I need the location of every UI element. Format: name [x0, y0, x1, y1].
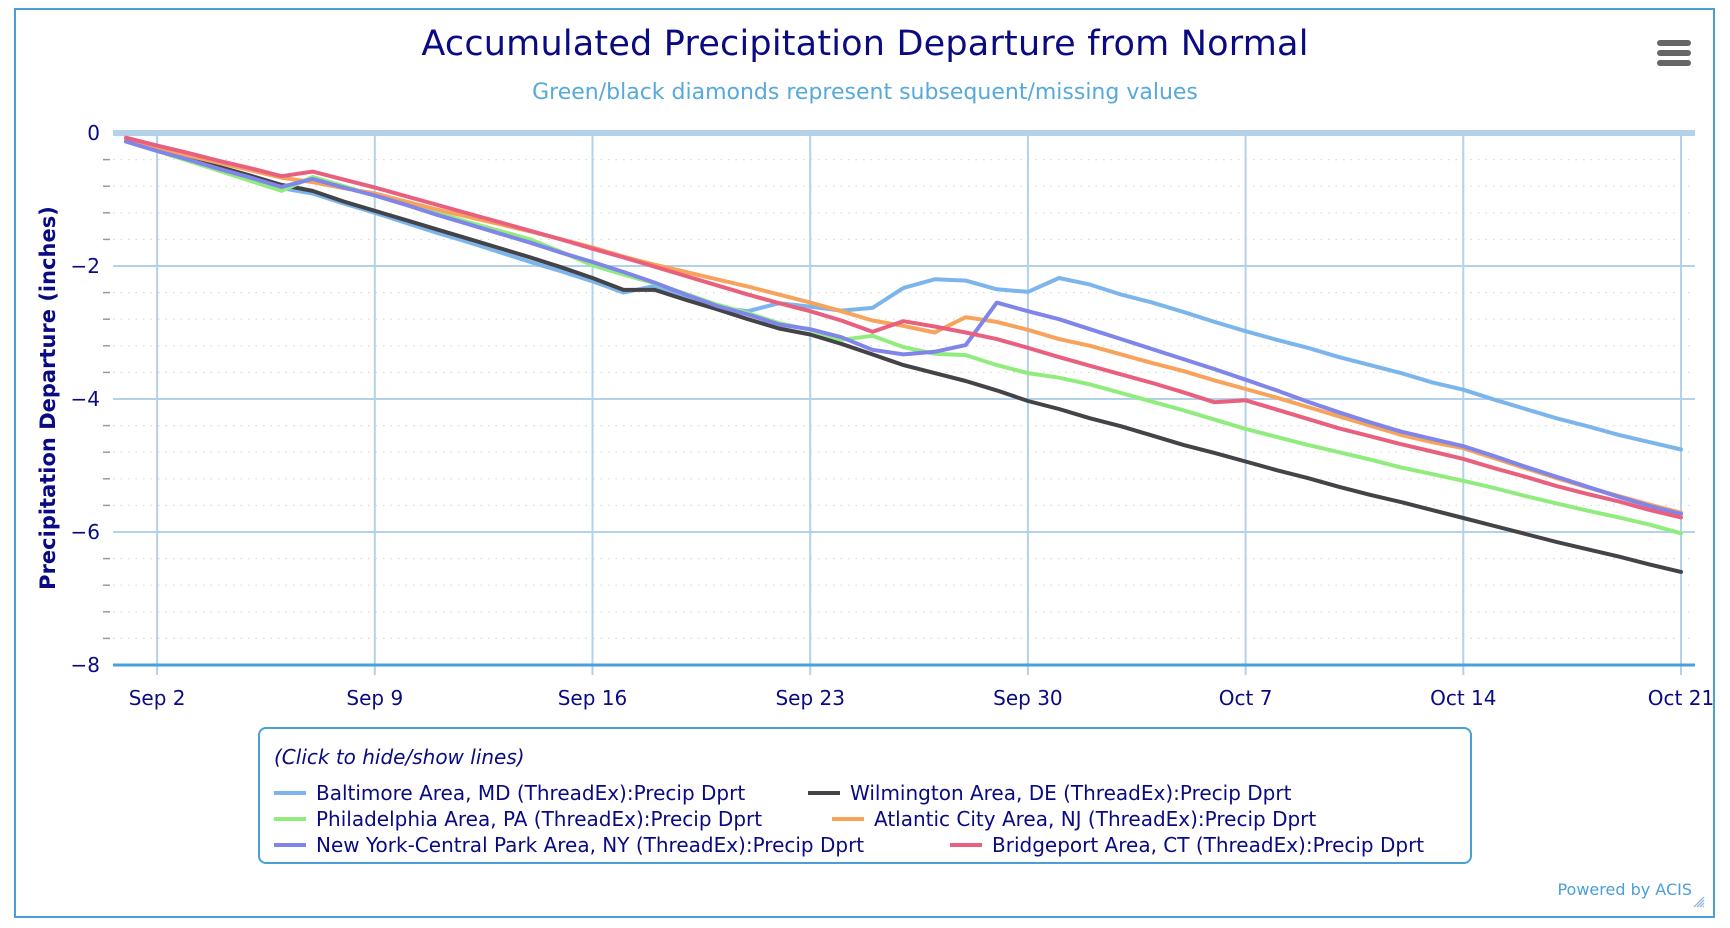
legend-label: Philadelphia Area, PA (ThreadEx):Precip … [316, 807, 763, 831]
series-line-philadelphia [124, 139, 1683, 536]
chart-title: Accumulated Precipitation Departure from… [421, 24, 1309, 64]
x-tick-label: Sep 9 [346, 686, 403, 710]
legend-item-atlantic-city[interactable]: Atlantic City Area, NJ (ThreadEx):Precip… [832, 807, 1316, 831]
legend-label: Bridgeport Area, CT (ThreadEx):Precip Dp… [992, 833, 1425, 857]
legend-item-bridgeport[interactable]: Bridgeport Area, CT (ThreadEx):Precip Dp… [950, 833, 1424, 857]
y-axis-title: Precipitation Departure (inches) [36, 206, 60, 590]
legend-swatch [808, 791, 840, 795]
legend-item-wilmington[interactable]: Wilmington Area, DE (ThreadEx):Precip Dp… [808, 781, 1291, 805]
chart-subtitle: Green/black diamonds represent subsequen… [532, 80, 1198, 105]
legend-swatch [274, 817, 306, 821]
series-line-wilmington [124, 139, 1683, 574]
legend-item-philadelphia[interactable]: Philadelphia Area, PA (ThreadEx):Precip … [274, 807, 762, 831]
legend-swatch [950, 843, 982, 847]
legend-swatch [274, 791, 306, 795]
legend-item-new-york[interactable]: New York-Central Park Area, NY (ThreadEx… [274, 833, 864, 857]
hamburger-menu-icon[interactable] [1655, 38, 1693, 68]
legend-label: Baltimore Area, MD (ThreadEx):Precip Dpr… [316, 781, 746, 805]
y-tick-label: −4 [71, 387, 100, 411]
legend-label: Atlantic City Area, NJ (ThreadEx):Precip… [874, 807, 1317, 831]
y-tick-label: −6 [71, 520, 100, 544]
legend: (Click to hide/show lines) Baltimore Are… [258, 727, 1472, 864]
y-tick-label: 0 [87, 121, 100, 145]
x-tick-label: Sep 16 [558, 686, 628, 710]
x-tick-label: Oct 14 [1430, 686, 1496, 710]
legend-label: New York-Central Park Area, NY (ThreadEx… [316, 833, 865, 857]
x-tick-label: Sep 23 [775, 686, 845, 710]
series-line-baltimore [124, 139, 1683, 452]
y-tick-label: −2 [71, 254, 100, 278]
x-tick-label: Oct 21 [1648, 686, 1714, 710]
y-tick-label: −8 [71, 653, 100, 677]
legend-swatch [274, 843, 306, 847]
series-line-bridgeport [124, 135, 1683, 520]
resize-grip-icon[interactable] [1693, 896, 1705, 908]
legend-swatch [832, 817, 864, 821]
series-line-atlantic [124, 137, 1683, 515]
x-tick-label: Sep 30 [993, 686, 1063, 710]
x-tick-label: Sep 2 [129, 686, 186, 710]
legend-label: Wilmington Area, DE (ThreadEx):Precip Dp… [850, 781, 1292, 805]
credits-link[interactable]: Powered by ACIS [1557, 880, 1692, 899]
x-tick-label: Oct 7 [1219, 686, 1273, 710]
legend-header: (Click to hide/show lines) [274, 745, 525, 769]
series-line-new [124, 139, 1683, 516]
legend-item-baltimore[interactable]: Baltimore Area, MD (ThreadEx):Precip Dpr… [274, 781, 745, 805]
